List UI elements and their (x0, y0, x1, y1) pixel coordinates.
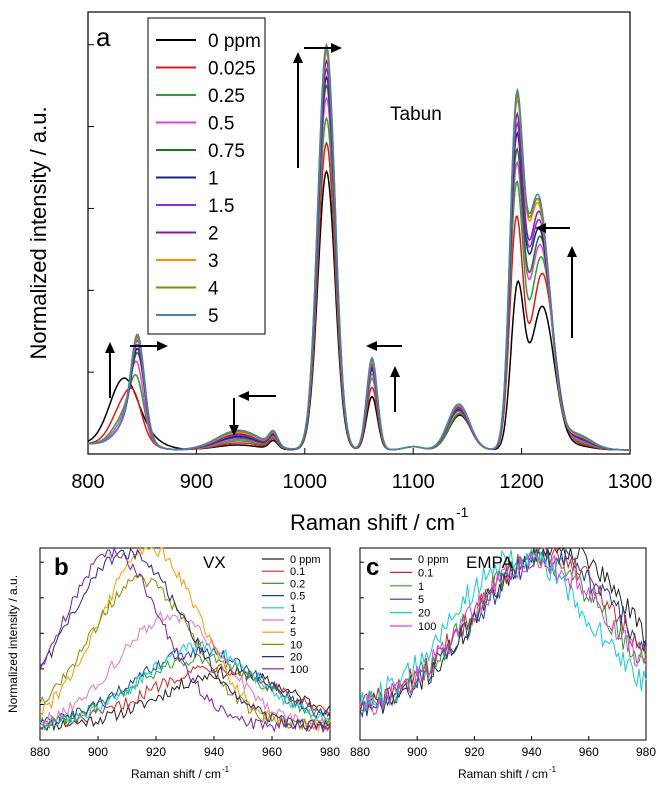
spectrum-line-0.5 (39, 646, 331, 725)
arrow-left-icon-head (535, 223, 546, 233)
x-tick-label: 980 (320, 745, 340, 759)
legend-label: 2 (290, 615, 296, 627)
x-tick-label: 880 (30, 745, 50, 759)
legend-label: 100 (290, 664, 308, 676)
panel-b-x-axis-label: Raman shift / cm (131, 767, 221, 781)
x-tick-label: 920 (464, 745, 484, 759)
panel-b-x-axis-label-superscript: -1 (222, 765, 230, 774)
legend-label: 100 (418, 621, 436, 633)
legend-label: 0 ppm (290, 554, 321, 566)
panel-b-frame (39, 547, 331, 741)
panel-b-ticks (39, 561, 331, 741)
spectrum-line-1 (39, 640, 331, 731)
arrow-right-icon-head (331, 43, 342, 53)
panel-a-annotation: Tabun (390, 104, 442, 125)
spectrum-line-100 (359, 551, 647, 716)
x-tick-label: 940 (204, 745, 224, 759)
panel-c-series (359, 546, 647, 719)
panel-a-x-tick-labels: 800 900 1000 1100 1200 1300 (71, 471, 652, 493)
legend-label: 0 ppm (208, 31, 261, 52)
spectrum-line-100 (39, 546, 331, 734)
arrow-up-icon-head (567, 246, 577, 257)
x-tick-label: 1300 (608, 471, 653, 493)
legend-label: 1 (290, 603, 296, 615)
legend-label: 0.25 (208, 86, 245, 107)
arrow-down-icon-head (229, 425, 239, 436)
legend-label: 0.5 (290, 591, 305, 603)
legend-label: 20 (290, 652, 302, 664)
panel-c-x-tick-labels: 880 900 920 940 960 980 (350, 745, 656, 759)
legend-label: 0.75 (208, 141, 245, 162)
panel-a-legend-items: 0 ppm 0.025 0.25 0.5 0.75 1 1.5 2 3 4 5 (156, 31, 261, 327)
panel-a-y-axis-label: Normalized intensity / a.u. (26, 106, 51, 359)
x-tick-label: 900 (180, 471, 213, 493)
spectrum-line-1 (360, 547, 647, 713)
legend-label: 0.2 (290, 578, 305, 590)
legend-label: 5 (208, 306, 219, 327)
x-tick-label: 940 (522, 745, 542, 759)
legend-label: 0.5 (208, 114, 234, 135)
x-tick-label: 880 (350, 745, 370, 759)
spectrum-line-5 (359, 547, 647, 719)
panel-a-x-axis-label: Raman shift / cm (290, 510, 455, 535)
panel-c-x-axis-label-superscript: -1 (549, 765, 557, 774)
x-tick-label: 800 (71, 471, 104, 493)
arrow-left-icon-head (366, 341, 377, 351)
x-tick-label: 920 (146, 745, 166, 759)
arrow-up-icon-head (293, 52, 303, 63)
legend-label: 5 (418, 594, 424, 606)
panel-c-ticks (359, 561, 647, 741)
legend-label: 2 (208, 224, 219, 245)
panel-a-ticks (87, 44, 631, 455)
x-tick-label: 1200 (499, 471, 544, 493)
legend-label: 4 (208, 279, 219, 300)
legend-label: 0.1 (418, 567, 433, 579)
x-tick-label: 900 (407, 745, 427, 759)
panel-a-letter: a (96, 22, 111, 52)
arrow-left-icon-head (238, 391, 249, 401)
panel-b-letter: b (54, 554, 69, 581)
arrow-up-icon-head (105, 342, 115, 353)
legend-label: 0.1 (290, 566, 305, 578)
panel-a-legend-box (147, 17, 266, 335)
arrow-up-icon-head (390, 366, 400, 377)
panel-c-letter: c (366, 554, 379, 581)
panel-a-legend: 0 ppm 0.025 0.25 0.5 0.75 1 1.5 2 3 4 5 (147, 17, 266, 335)
x-tick-label: 960 (262, 745, 282, 759)
panel-a-arrows (105, 43, 577, 436)
spectrum-line-5 (87, 42, 630, 451)
legend-label: 0.025 (208, 59, 256, 80)
panel-a-x-axis-label-superscript: -1 (456, 504, 469, 520)
x-tick-label: 980 (636, 745, 656, 759)
x-tick-label: 960 (579, 745, 599, 759)
legend-label: 10 (290, 639, 302, 651)
panel-a: 800 900 1000 1100 1200 1300 a Tabun Normalize… (26, 11, 652, 535)
legend-label: 0 ppm (418, 554, 449, 566)
spectrum-line-20 (359, 549, 647, 712)
x-tick-label: 1000 (283, 471, 328, 493)
panel-b-x-tick-labels: 880 900 920 940 960 980 (30, 745, 340, 759)
x-tick-label: 1100 (392, 471, 435, 493)
legend-label: 5 (290, 627, 296, 639)
panel-b-annotation: VX (203, 553, 226, 572)
legend-label: 1.5 (208, 196, 234, 217)
legend-label: 1 (418, 581, 424, 593)
legend-label: 3 (208, 251, 219, 272)
panel-b-series (39, 546, 331, 734)
legend-label: 1 (208, 169, 219, 190)
spectrum-line-20 (39, 547, 331, 732)
x-tick-label: 900 (88, 745, 108, 759)
panel-c-annotation: EMPA (466, 553, 514, 572)
panel-a-series (87, 42, 630, 451)
panel-c: 880 900 920 940 960 980 c EMPA Raman shift / … (350, 546, 656, 781)
legend-label: 20 (418, 608, 430, 620)
arrow-right-icon-head (157, 341, 168, 351)
panel-b: 880 900 920 940 960 980 b VX Normalized inten… (6, 546, 340, 781)
panel-c-x-axis-label: Raman shift / cm (458, 767, 548, 781)
panel-b-y-axis-label: Normalized intensity / a.u. (6, 575, 20, 713)
